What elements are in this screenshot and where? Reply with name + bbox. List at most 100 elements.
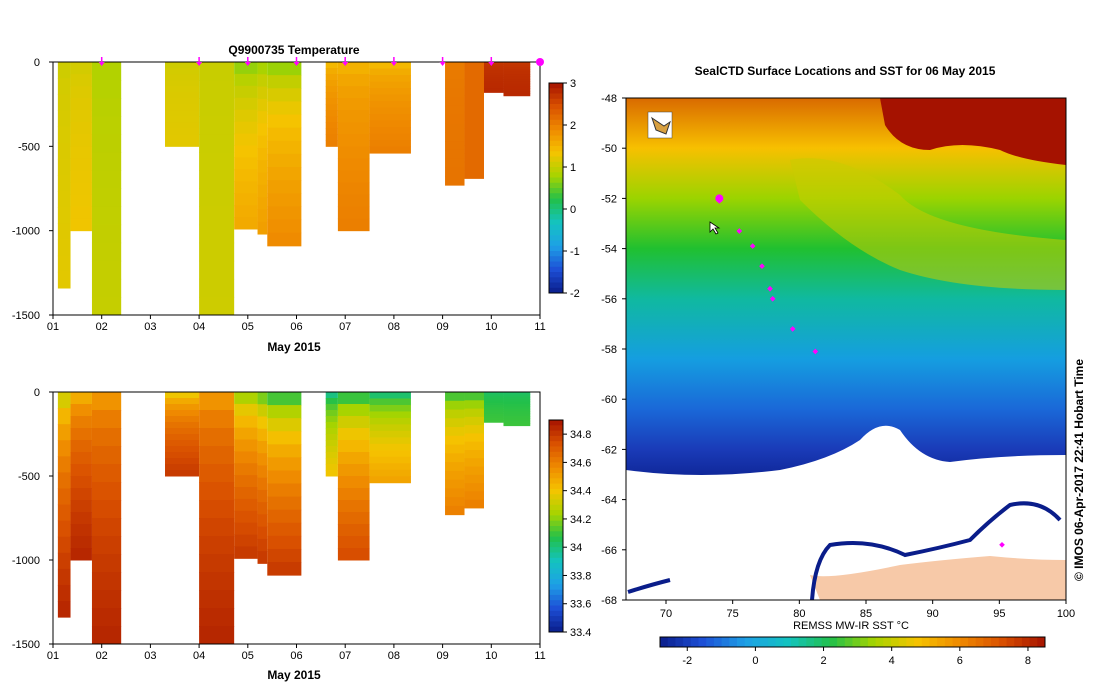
- profile-cell-0-2-10: [91, 242, 122, 262]
- profile-cell-1-7-3: [267, 431, 302, 445]
- profile-cell-1-11-3: [445, 418, 465, 428]
- profile-cell-0-8-12: [325, 134, 338, 141]
- profile-cell-0-5-10: [234, 181, 258, 194]
- profile-cell-0-14-13: [503, 93, 531, 97]
- colorbar-swatch: [549, 177, 563, 184]
- profile-cell-0-6-12: [257, 209, 268, 223]
- seal-track-point: [767, 285, 773, 292]
- profile-cell-1-6-1: [257, 404, 268, 417]
- profile-cell-1-7-0: [267, 392, 302, 406]
- profile-markers: [98, 57, 544, 66]
- x-tick-label: 10: [485, 650, 497, 662]
- colorbar-swatch: [549, 526, 563, 532]
- profile-cell-1-11-7: [445, 453, 465, 463]
- profile-cell-0-8-2: [325, 74, 338, 81]
- profile-cell-1-1-0: [70, 392, 92, 405]
- profile-cell-1-10-2: [369, 404, 411, 412]
- colorbar-swatch: [549, 605, 563, 612]
- seal-track-point: [789, 326, 796, 332]
- profile-cell-1-5-10: [234, 510, 258, 524]
- profile-cell-0-8-11: [325, 128, 338, 135]
- sst-colorbar-tick-label: 4: [889, 655, 895, 667]
- profile-cell-0-13-9: [483, 81, 504, 85]
- colorbar-swatch: [549, 151, 563, 157]
- profile-cell-1-14-6: [503, 406, 531, 410]
- sst-colorbar-swatch: [760, 637, 769, 647]
- colorbar-swatch: [549, 203, 563, 210]
- profile-cell-0-12-11: [464, 153, 484, 163]
- profile-cell-0-9-11: [337, 194, 370, 208]
- profile-cell-1-0-9: [57, 536, 71, 554]
- map-y-tick-label: -68: [601, 595, 617, 607]
- colorbar-swatch: [549, 616, 563, 622]
- map-y-tick-label: -66: [601, 545, 617, 557]
- profile-cell-1-12-4: [464, 425, 484, 434]
- colorbar-tick-label: 1: [570, 162, 576, 174]
- colorbar-swatch: [549, 83, 563, 89]
- colorbar-swatch: [549, 478, 563, 485]
- colorbar-swatch: [549, 272, 563, 278]
- profile-cell-0-4-12: [199, 278, 235, 298]
- colorbar-swatch: [549, 130, 563, 136]
- profile-cell-1-7-5: [267, 457, 302, 471]
- profile-cell-0-9-9: [337, 170, 370, 183]
- x-tick-label: 08: [388, 650, 400, 662]
- colorbar-swatch: [549, 579, 563, 585]
- profile-cell-0-11-12: [445, 167, 465, 177]
- profile-cell-0-9-12: [337, 206, 370, 220]
- profile-cell-0-7-6: [267, 140, 302, 155]
- profile-cell-1-2-8: [91, 536, 122, 555]
- profile-cell-1-6-10: [257, 514, 268, 528]
- profile-cell-0-10-11: [369, 133, 411, 141]
- profile-cell-1-14-0: [503, 392, 531, 395]
- profile-cell-1-11-1: [445, 400, 465, 411]
- profile-cell-1-13-11: [483, 415, 504, 419]
- colorbar-tick-label: 33.8: [570, 570, 591, 582]
- seal-track-point: [759, 263, 765, 269]
- map-y-tick-label: -50: [601, 143, 617, 155]
- profile-cell-1-1-13: [70, 548, 92, 561]
- profile-cell-0-11-7: [445, 123, 465, 133]
- profile-cell-0-9-2: [337, 86, 370, 99]
- profile-cell-1-4-11: [199, 590, 235, 609]
- profile-cell-0-7-10: [267, 193, 302, 207]
- sst-colorbar-swatch: [837, 637, 846, 647]
- map-y-tick-label: -64: [601, 495, 617, 507]
- profile-cell-0-4-9: [199, 224, 235, 244]
- profile-cell-0-14-0: [503, 62, 531, 65]
- profile-cell-0-3-2: [165, 74, 200, 81]
- profile-cell-0-5-8: [234, 157, 258, 170]
- profile-marker-head: [196, 62, 203, 66]
- profile-cell-1-2-10: [91, 572, 122, 591]
- colorbar-swatch: [549, 256, 563, 262]
- profile-cell-1-1-3: [70, 428, 92, 441]
- profile-cell-0-8-10: [325, 122, 338, 129]
- y-tick-label: 0: [34, 57, 40, 69]
- sst-colorbar-swatch: [683, 637, 692, 647]
- profile-cell-1-2-2: [91, 428, 122, 447]
- profile-cell-0-11-8: [445, 132, 465, 142]
- profile-cell-0-12-5: [464, 103, 484, 113]
- profile-cell-0-9-7: [337, 146, 370, 159]
- profile-cell-1-11-13: [445, 505, 465, 516]
- map-y-tick-label: -54: [601, 244, 617, 256]
- profile-cell-0-1-3: [70, 98, 92, 111]
- profile-cell-1-0-6: [57, 488, 71, 506]
- profile-cell-1-8-8: [325, 440, 338, 447]
- profile-cell-0-10-9: [369, 120, 411, 128]
- sst-colorbar-swatch: [883, 637, 892, 647]
- profile-cell-1-0-7: [57, 504, 71, 522]
- profile-cell-0-14-4: [503, 71, 531, 75]
- profile-cell-0-2-1: [91, 80, 122, 99]
- profile-cell-1-4-5: [199, 482, 235, 501]
- profile-cell-1-14-9: [503, 413, 531, 417]
- seal-track-point: [999, 541, 1005, 548]
- sst-colorbar-swatch: [1029, 637, 1038, 647]
- colorbar-swatch: [549, 125, 563, 131]
- profile-cell-0-7-4: [267, 114, 302, 129]
- colorbar-swatch: [549, 104, 563, 110]
- profile-cell-1-14-1: [503, 394, 531, 398]
- profile-cell-1-0-12: [57, 584, 71, 602]
- colorbar-frame: [548, 82, 564, 294]
- map-y-tick-label: -62: [601, 444, 617, 456]
